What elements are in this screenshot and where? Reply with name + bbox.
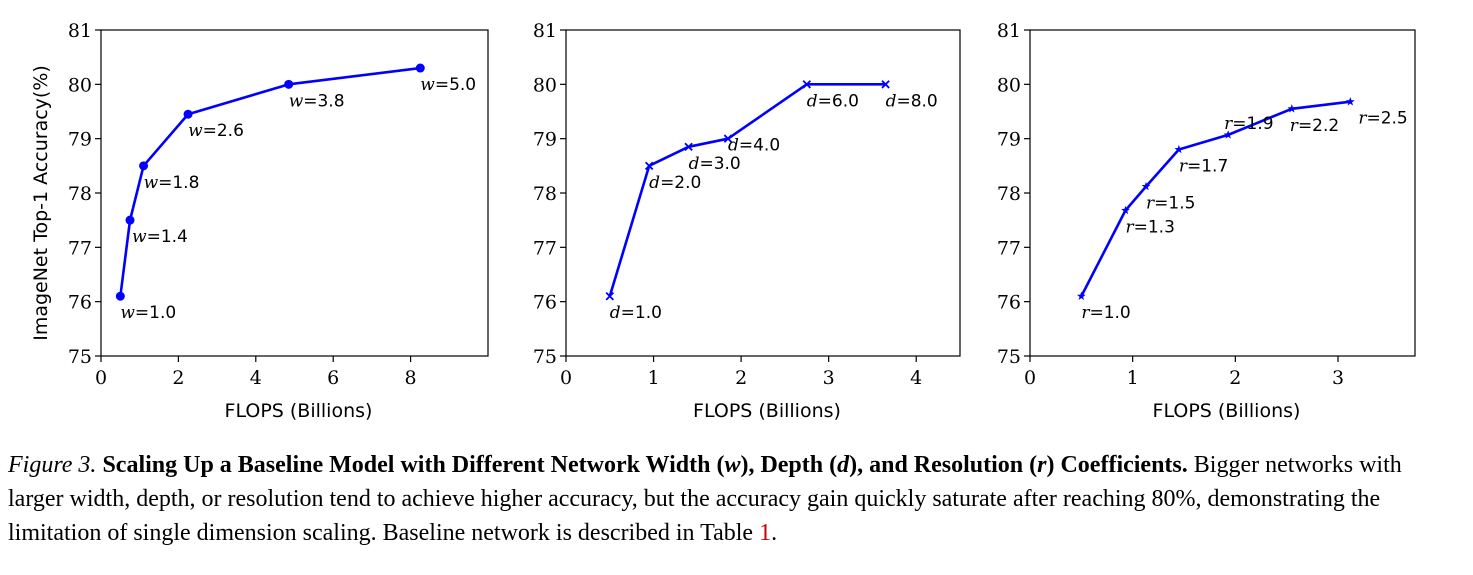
caption-body: Bigger networks with larger width, depth… (8, 452, 1402, 546)
data-point (139, 161, 149, 171)
chart-panel-3: 75 76 77 78 79 80 81 0 1 2 3 FLOPS (Billions) r=1.0 r… (997, 20, 1416, 422)
data-label: d=2.0 (649, 173, 701, 193)
data-label: r=2.2 (1290, 116, 1339, 136)
data-point (1174, 144, 1184, 154)
data-label: d=4.0 (728, 136, 780, 156)
x-tick-label: 2 (172, 367, 184, 389)
data-label: d=1.0 (610, 303, 662, 323)
x-tick-label: 4 (250, 367, 262, 389)
data-point (684, 142, 693, 152)
data-label: w=1.0 (120, 303, 176, 323)
y-tick-label: 80 (68, 74, 92, 96)
x-tick-label: 8 (405, 367, 417, 389)
y-tick-label: 78 (533, 183, 557, 205)
table-reference-link[interactable]: 1 (759, 520, 772, 546)
data-point (1121, 205, 1130, 215)
data-point (115, 291, 125, 301)
y-axis-title: ImageNet Top-1 Accuracy(%) (30, 65, 52, 341)
caption-label: Figure 3. (8, 452, 97, 478)
x-tick-label: 0 (560, 367, 572, 389)
y-tick-label: 76 (533, 292, 557, 314)
x-tick-label: 6 (327, 367, 339, 389)
data-point (125, 215, 135, 225)
y-tick-label: 80 (533, 74, 557, 96)
x-tick-label: 1 (1127, 367, 1139, 389)
chart-panel-1: 75 76 77 78 79 80 81 0 2 4 6 8 FLOPS (Billions) Image… (30, 20, 489, 422)
data-label: w=1.4 (132, 227, 188, 247)
x-tick-label: 3 (1332, 367, 1344, 389)
x-tick-label: 2 (1229, 367, 1241, 389)
x-tick-label: 2 (735, 367, 747, 389)
x-axis-title: FLOPS (Billions) (225, 400, 373, 422)
y-tick-label: 81 (533, 20, 557, 42)
y-tick-label: 77 (68, 237, 92, 259)
data-point (415, 63, 425, 73)
x-tick-label: 0 (95, 367, 107, 389)
caption-title: Scaling Up a Baseline Model with Differe… (102, 452, 1188, 478)
data-point (1076, 291, 1086, 300)
data-point (183, 109, 193, 119)
y-tick-label: 76 (997, 292, 1021, 314)
series-line (608, 83, 886, 297)
data-point (802, 80, 812, 89)
data-point (1345, 97, 1355, 106)
data-label: r=1.5 (1146, 193, 1195, 213)
data-label: d=6.0 (807, 91, 859, 111)
data-point (1223, 130, 1233, 139)
data-point (644, 161, 654, 171)
x-tick-label: 4 (910, 367, 922, 389)
figure-charts: 75 76 77 78 79 80 81 0 2 4 6 8 FLOPS (Billions) Image… (30, 20, 1416, 422)
y-tick-label: 78 (68, 183, 92, 205)
data-label: r=1.0 (1081, 303, 1130, 323)
chart-panel-2: 75 76 77 78 79 80 81 0 1 2 3 4 FLOPS (Billions) d=1.0… (533, 20, 961, 422)
data-label: w=3.8 (289, 91, 345, 111)
x-axis-title: FLOPS (Billions) (1153, 400, 1301, 422)
y-tick-label: 80 (997, 74, 1021, 96)
y-tick-label: 75 (533, 346, 557, 368)
data-point (284, 79, 294, 89)
y-tick-label: 79 (68, 129, 92, 151)
data-point (881, 80, 890, 89)
data-point (1287, 104, 1297, 113)
y-tick-label: 79 (997, 129, 1021, 151)
data-label: w=5.0 (420, 75, 476, 95)
data-label: d=8.0 (886, 91, 938, 111)
series-line (119, 66, 421, 297)
x-tick-label: 3 (823, 367, 835, 389)
y-tick-label: 76 (68, 292, 92, 314)
y-tick-label: 75 (997, 346, 1021, 368)
y-tick-label: 79 (533, 129, 557, 151)
x-tick-label: 0 (1024, 367, 1036, 389)
y-tick-label: 78 (997, 183, 1021, 205)
data-label: w=1.8 (144, 173, 200, 193)
data-point (605, 291, 615, 301)
x-tick-label: 1 (648, 367, 660, 389)
data-label: r=2.5 (1358, 109, 1407, 129)
data-label: r=1.7 (1179, 157, 1228, 177)
data-label: w=2.6 (188, 121, 244, 141)
y-tick-label: 81 (997, 20, 1021, 42)
data-point (723, 134, 733, 143)
data-label: r=1.9 (1224, 114, 1273, 134)
data-label: r=1.3 (1125, 217, 1174, 237)
y-tick-label: 81 (68, 20, 92, 42)
y-tick-label: 77 (997, 237, 1021, 259)
x-axis-title: FLOPS (Billions) (693, 400, 841, 422)
y-tick-label: 75 (68, 346, 92, 368)
figure-caption: Figure 3. Scaling Up a Baseline Model wi… (8, 452, 1402, 546)
data-point (1141, 181, 1151, 191)
y-tick-label: 77 (533, 237, 557, 259)
data-label: d=3.0 (689, 154, 741, 174)
